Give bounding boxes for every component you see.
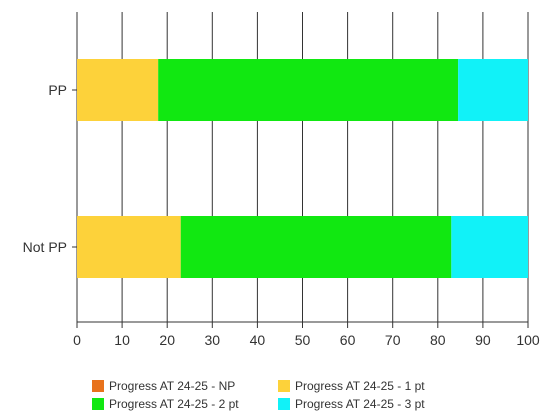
- x-tick-label: 10: [114, 332, 130, 348]
- legend: Progress AT 24-25 - NP Progress AT 24-25…: [92, 378, 492, 412]
- x-tick-label: 50: [295, 332, 311, 348]
- legend-label-1pt: Progress AT 24-25 - 1 pt: [295, 379, 425, 393]
- bar-segment-not-pp-3: [451, 216, 528, 278]
- bar-segment-pp-2: [158, 59, 459, 121]
- bar-segment-not-pp-2: [180, 216, 452, 278]
- legend-item-2pt: Progress AT 24-25 - 2 pt: [92, 396, 278, 412]
- bar-segment-pp-1: [77, 59, 159, 121]
- x-tick-label: 60: [340, 332, 356, 348]
- legend-item-1pt: Progress AT 24-25 - 1 pt: [278, 378, 478, 394]
- legend-swatch-1pt: [278, 380, 290, 392]
- x-tick-label: 90: [475, 332, 491, 348]
- legend-item-np: Progress AT 24-25 - NP: [92, 378, 278, 394]
- axes: [72, 89, 528, 323]
- x-tick-label: 100: [516, 332, 540, 348]
- x-tick-label: 70: [385, 332, 401, 348]
- legend-label-3pt: Progress AT 24-25 - 3 pt: [295, 397, 425, 411]
- x-tick-label: 0: [73, 332, 81, 348]
- bars: [77, 59, 528, 278]
- legend-label-2pt: Progress AT 24-25 - 2 pt: [109, 397, 239, 411]
- legend-swatch-np: [92, 380, 104, 392]
- category-labels: PP Not PP: [23, 82, 67, 255]
- legend-swatch-3pt: [278, 398, 290, 410]
- x-tick-labels: 0 10 20 30 40 50 60 70 80 90 100: [73, 332, 540, 348]
- x-tick-label: 40: [250, 332, 266, 348]
- category-label: Not PP: [23, 239, 67, 255]
- category-label: PP: [48, 82, 67, 98]
- x-tick-label: 80: [430, 332, 446, 348]
- bar-segment-not-pp-1: [77, 216, 181, 278]
- legend-swatch-2pt: [92, 398, 104, 410]
- legend-label-np: Progress AT 24-25 - NP: [109, 379, 236, 393]
- x-tick-label: 30: [205, 332, 221, 348]
- bar-segment-pp-3: [458, 59, 528, 121]
- x-tick-label: 20: [159, 332, 175, 348]
- legend-item-3pt: Progress AT 24-25 - 3 pt: [278, 396, 478, 412]
